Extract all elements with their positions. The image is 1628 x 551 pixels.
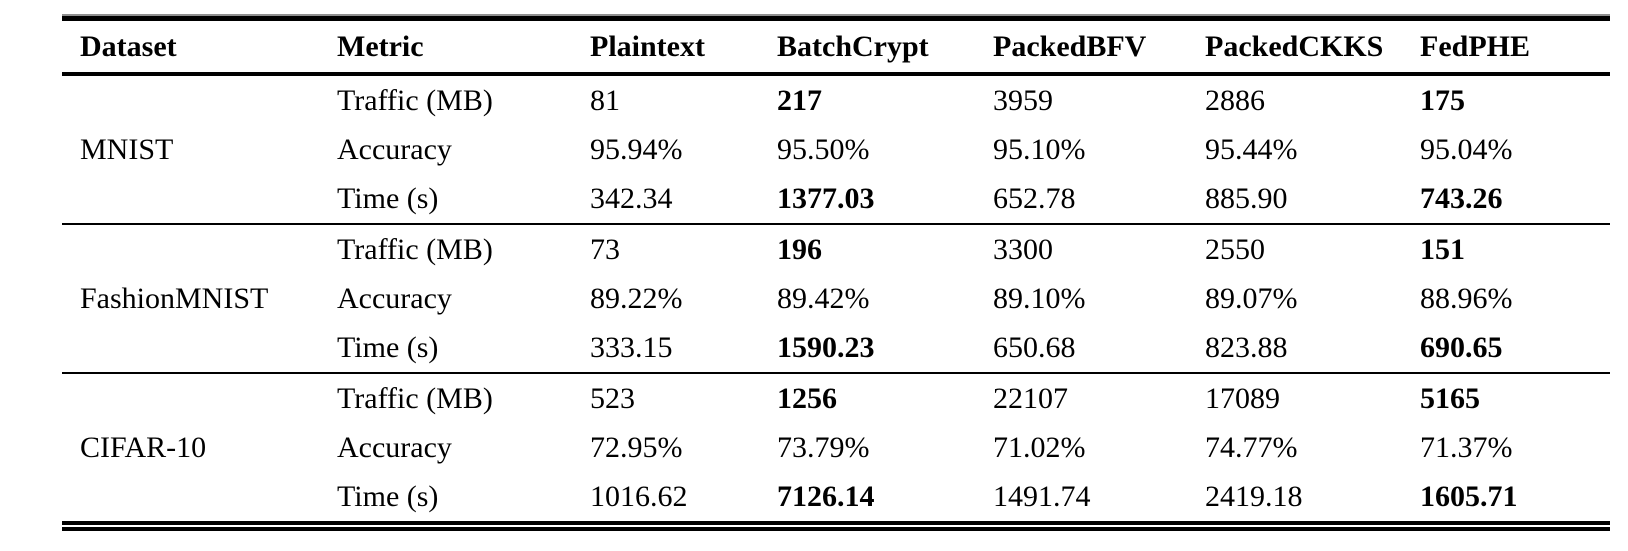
value-cell: 72.95%: [590, 430, 683, 464]
table-row: CIFAR-10 Traffic (MB) 523 1256 22107 17089 516…: [62, 372, 1610, 523]
column-header-fedphe: FedPHE: [1402, 18, 1610, 76]
metric-cell: Accuracy: [337, 281, 452, 315]
column-header-plaintext: Plaintext: [572, 18, 759, 76]
table-row: Time (s) 342.34 1377.03 652.78 885.90 743.26: [62, 174, 1610, 224]
value-cell: 71.37%: [1420, 430, 1513, 464]
dataset-cell: FashionMNIST: [62, 223, 319, 373]
value-cell: 217: [777, 83, 822, 117]
value-cell: 95.44%: [1205, 132, 1298, 166]
table-row: FashionMNIST Traffic (MB) 73 196 3300 2550 151: [62, 223, 1610, 373]
dataset-group: MNIST Traffic (MB) 81 217 3959 2886 175 Accurac…: [62, 74, 1610, 224]
value-cell: 5165: [1402, 372, 1610, 423]
column-header-packedbfv: PackedBFV: [975, 18, 1187, 76]
metric-cell: Traffic (MB): [319, 223, 572, 274]
table-header: Dataset Metric Plaintext BatchCrypt PackedBF…: [62, 18, 1610, 76]
value-cell: 3959: [993, 83, 1053, 117]
metric-cell: Accuracy: [337, 132, 452, 166]
value-cell: 2419.18: [1205, 479, 1303, 513]
column-header-metric: Metric: [319, 18, 572, 76]
dataset-cell: MNIST: [80, 132, 174, 166]
value-cell: 95.50%: [777, 132, 870, 166]
dataset-cell: CIFAR-10: [62, 372, 319, 523]
header-row: Dataset Metric Plaintext BatchCrypt PackedBF…: [62, 18, 1610, 76]
metric-cell: Accuracy: [337, 430, 452, 464]
value-cell: 885.90: [1205, 181, 1288, 215]
value-cell: 88.96%: [1420, 281, 1513, 315]
dataset-group: FashionMNIST Traffic (MB) 73 196 3300 2550 151…: [62, 223, 1610, 373]
value-cell: 342.34: [590, 181, 673, 215]
value-cell: 151: [1402, 223, 1610, 274]
value-cell: 333.15: [590, 330, 673, 364]
value-cell: 71.02%: [993, 430, 1086, 464]
value-cell: 652.78: [993, 181, 1076, 215]
value-cell: 89.10%: [993, 281, 1086, 315]
value-cell: 196: [759, 223, 975, 274]
metric-cell: Time (s): [337, 181, 439, 215]
value-cell: 95.04%: [1420, 132, 1513, 166]
results-table: Dataset Metric Plaintext BatchCrypt PackedBF…: [62, 16, 1610, 525]
dataset-group: CIFAR-10 Traffic (MB) 523 1256 22107 17089 516…: [62, 372, 1610, 523]
table-row: MNIST Traffic (MB) 81 217 3959 2886 175: [62, 74, 1610, 164]
metric-cell: Time (s): [337, 479, 439, 513]
table-row: Time (s) 333.15 1590.23 650.68 823.88 690.65: [62, 323, 1610, 373]
value-cell: 81: [590, 83, 620, 117]
column-header-batchcrypt: BatchCrypt: [759, 18, 975, 76]
value-cell: 690.65: [1420, 330, 1503, 364]
value-cell: 2886: [1205, 83, 1265, 117]
table-row: Time (s) 1016.62 7126.14 1491.74 2419.18 1605…: [62, 472, 1610, 523]
value-cell: 650.68: [993, 330, 1076, 364]
value-cell: 523: [572, 372, 759, 423]
value-cell: 73.79%: [777, 430, 870, 464]
value-cell: 22107: [975, 372, 1187, 423]
table-row: Accuracy 72.95% 73.79% 71.02% 74.77% 71.37%: [62, 423, 1610, 472]
value-cell: 1590.23: [777, 330, 875, 364]
column-header-packedckks: PackedCKKS: [1187, 18, 1402, 76]
value-cell: 95.10%: [993, 132, 1086, 166]
metric-cell: Traffic (MB): [319, 372, 572, 423]
value-cell: 89.22%: [590, 281, 683, 315]
results-table-container: Dataset Metric Plaintext BatchCrypt PackedBF…: [62, 14, 1610, 531]
metric-cell: Time (s): [337, 330, 439, 364]
value-cell: 175: [1420, 83, 1465, 117]
value-cell: 1377.03: [777, 181, 875, 215]
value-cell: 73: [572, 223, 759, 274]
value-cell: 2550: [1187, 223, 1402, 274]
metric-cell: Traffic (MB): [337, 83, 493, 117]
value-cell: 1605.71: [1420, 479, 1518, 513]
value-cell: 95.94%: [590, 132, 683, 166]
value-cell: 17089: [1187, 372, 1402, 423]
table-row: Accuracy 89.22% 89.42% 89.10% 89.07% 88.96%: [62, 274, 1610, 323]
value-cell: 823.88: [1205, 330, 1288, 364]
column-header-dataset: Dataset: [62, 18, 319, 76]
value-cell: 74.77%: [1205, 430, 1298, 464]
value-cell: 1491.74: [993, 479, 1091, 513]
value-cell: 89.42%: [777, 281, 870, 315]
value-cell: 7126.14: [777, 479, 875, 513]
table-row: Accuracy 95.94% 95.50% 95.10% 95.44% 95.04%: [62, 125, 1610, 174]
value-cell: 3300: [975, 223, 1187, 274]
value-cell: 89.07%: [1205, 281, 1298, 315]
value-cell: 1016.62: [590, 479, 688, 513]
value-cell: 1256: [759, 372, 975, 423]
value-cell: 743.26: [1420, 181, 1503, 215]
